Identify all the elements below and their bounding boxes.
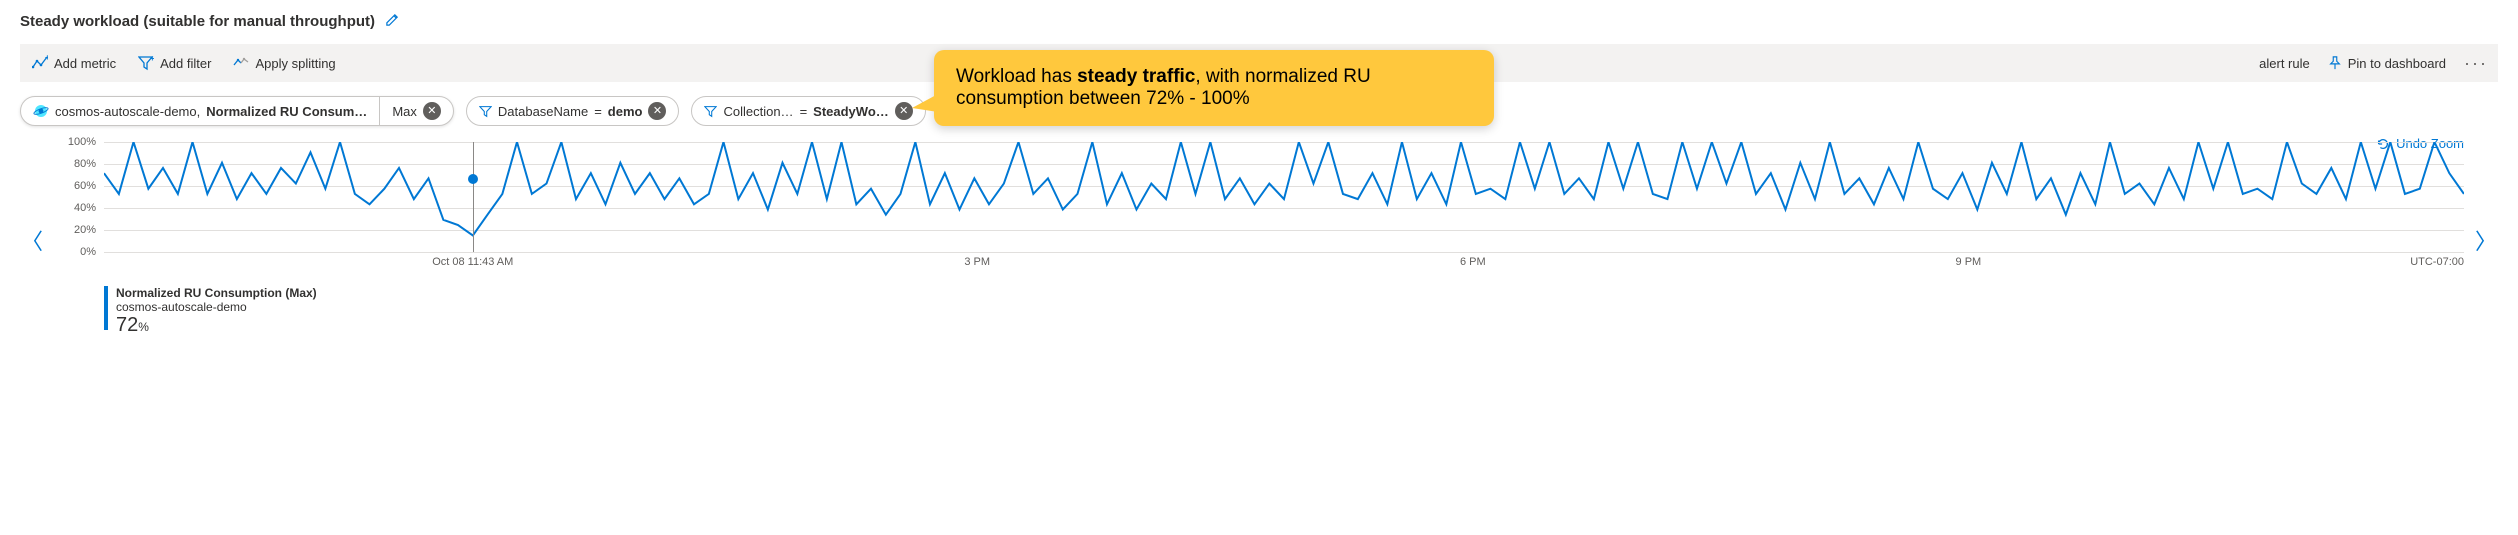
metric-name-label: Normalized RU Consum… [206, 104, 367, 119]
x-tick: 6 PM [1460, 256, 1486, 268]
chart-cursor-line [473, 142, 474, 252]
y-tick: 0% [80, 246, 96, 258]
y-tick: 60% [74, 180, 96, 192]
page-title: Steady workload (suitable for manual thr… [20, 13, 375, 30]
more-icon[interactable]: ··· [2464, 53, 2488, 74]
add-filter-button[interactable]: + Add filter [138, 55, 211, 71]
y-tick: 40% [74, 202, 96, 214]
cosmosdb-icon [33, 103, 49, 119]
y-tick: 20% [74, 224, 96, 236]
x-tick: UTC-07:00 [2410, 256, 2464, 268]
metric-agg-label: Max [392, 104, 417, 119]
alert-rule-label: alert rule [2259, 56, 2310, 71]
close-icon[interactable]: ✕ [648, 102, 666, 120]
apply-splitting-button[interactable]: Apply splitting [233, 55, 335, 71]
pin-dashboard-label: Pin to dashboard [2348, 56, 2446, 71]
chevron-left-icon[interactable]: 〈 [20, 224, 44, 256]
filter-pill-database[interactable]: DatabaseName = demo ✕ [466, 96, 680, 126]
chart-cursor-dot [468, 174, 478, 184]
x-tick: 3 PM [964, 256, 990, 268]
add-metric-label: Add metric [54, 56, 116, 71]
pin-dashboard-button[interactable]: Pin to dashboard [2328, 56, 2446, 71]
y-tick: 100% [68, 136, 96, 148]
chevron-right-icon[interactable]: 〉 [2474, 224, 2498, 256]
x-tick: 9 PM [1956, 256, 1982, 268]
metric-pill[interactable]: cosmos-autoscale-demo, Normalized RU Con… [20, 96, 454, 126]
line-chart[interactable]: 100%80%60%40%20%0% [54, 142, 2464, 252]
filter2-val-label: SteadyWo… [813, 104, 889, 119]
filter2-key-label: Collection… [723, 104, 793, 119]
alert-rule-button[interactable]: alert rule [2259, 56, 2310, 71]
svg-text:+: + [150, 55, 154, 63]
add-filter-label: Add filter [160, 56, 211, 71]
close-icon[interactable]: ✕ [423, 102, 441, 120]
close-icon[interactable]: ✕ [895, 102, 913, 120]
x-tick: Oct 08 11:43 AM [432, 256, 513, 268]
edit-icon[interactable] [385, 12, 400, 30]
filter1-val-label: demo [608, 104, 643, 119]
y-tick: 80% [74, 158, 96, 170]
funnel-icon [704, 105, 717, 118]
apply-splitting-label: Apply splitting [255, 56, 335, 71]
filter-pill-collection[interactable]: Collection… = SteadyWo… ✕ [691, 96, 925, 126]
add-metric-button[interactable]: + Add metric [32, 55, 116, 71]
annotation-callout: Workload has steady traffic, with normal… [934, 50, 1494, 126]
filter1-key-label: DatabaseName [498, 104, 588, 119]
funnel-icon [479, 105, 492, 118]
svg-text:+: + [45, 55, 48, 62]
metric-resource-label: cosmos-autoscale-demo, [55, 104, 200, 119]
